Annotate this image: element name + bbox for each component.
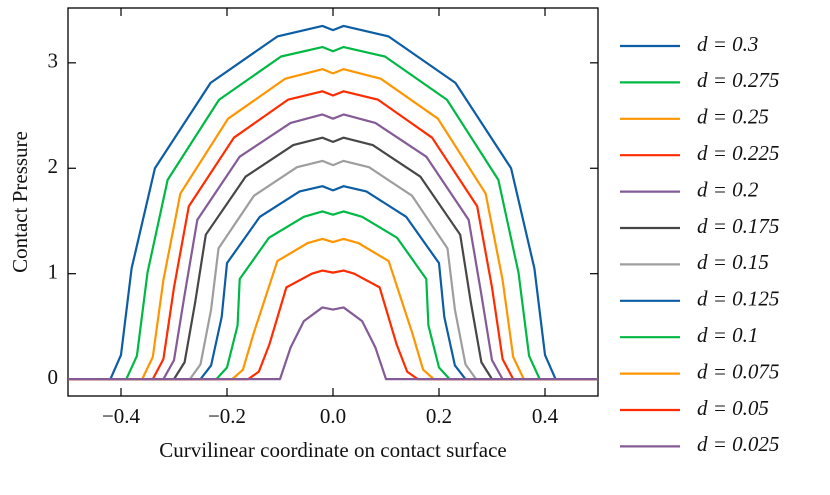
y-tick-label: 2	[48, 154, 59, 178]
legend-label: d = 0.275	[697, 68, 779, 92]
y-axis-label: Contact Pressure	[8, 131, 32, 273]
x-tick-label: 0.4	[532, 404, 559, 428]
legend-label: d = 0.15	[697, 250, 769, 274]
legend-label: d = 0.075	[697, 359, 779, 383]
legend-label: d = 0.125	[697, 287, 779, 311]
x-tick-label: −0.4	[102, 404, 141, 428]
y-tick-label: 3	[48, 49, 59, 73]
series-line	[68, 306, 598, 381]
x-tick-label: 0.0	[320, 404, 346, 428]
legend-label: d = 0.225	[697, 141, 779, 165]
series-line	[68, 90, 598, 381]
series-line	[68, 210, 598, 381]
legend-label: d = 0.1	[697, 323, 758, 347]
series-line	[68, 269, 598, 381]
legend-label: d = 0.2	[697, 177, 759, 201]
x-tick-label: −0.2	[208, 404, 246, 428]
series-line	[68, 185, 598, 381]
legend-label: d = 0.175	[697, 214, 779, 238]
series-line	[68, 113, 598, 381]
series-line	[68, 68, 598, 381]
series-line	[68, 45, 598, 381]
series-line	[68, 159, 598, 381]
legend-label: d = 0.05	[697, 396, 769, 420]
series-line	[68, 136, 598, 381]
series-line	[68, 237, 598, 381]
x-axis-label: Curvilinear coordinate on contact surfac…	[159, 438, 507, 462]
y-tick-label: 0	[48, 365, 59, 389]
y-tick-label: 1	[48, 260, 59, 284]
legend-label: d = 0.025	[697, 432, 779, 456]
legend-label: d = 0.25	[697, 105, 769, 129]
x-tick-label: 0.2	[426, 404, 452, 428]
series-line	[68, 24, 598, 381]
legend-label: d = 0.3	[697, 32, 758, 56]
